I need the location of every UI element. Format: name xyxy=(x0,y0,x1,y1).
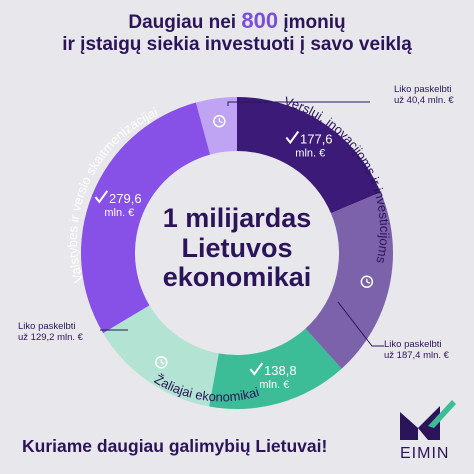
center-line-1: 1 milijardas xyxy=(163,203,312,233)
segment-verslui-value xyxy=(237,97,381,214)
title-number: 800 xyxy=(241,8,279,33)
title-text-post: įmonių xyxy=(278,12,346,33)
remaining-note-valstybes: Liko paskelbti už 40,4 mln. € xyxy=(394,84,454,106)
remaining-note-zaliajai: Liko paskelbti už 129,2 mln. € xyxy=(18,321,83,343)
callout-line-verslui xyxy=(337,301,384,347)
remaining-note-valstybes-line2: už 40,4 mln. € xyxy=(394,95,454,106)
title-line-2: ir įstaigų siekia investuoti į savo veik… xyxy=(62,34,412,55)
check-icon-valstybes xyxy=(94,190,109,204)
value-unit-valstybes: mln. € xyxy=(104,207,134,219)
callout-line-valstybes xyxy=(227,101,370,106)
check-icon-zaliajai xyxy=(249,362,264,376)
page-title: Daugiau nei 800 įmonių ir įstaigų siekia… xyxy=(0,10,474,56)
check-icon-verslui xyxy=(285,130,300,145)
value-label-verslui: 177,6 xyxy=(300,131,333,146)
remaining-note-zaliajai-line2: už 129,2 mln. € xyxy=(18,332,83,343)
footer-slogan: Kuriame daugiau galimybių Lietuvai! xyxy=(22,436,328,456)
callout-lines xyxy=(100,101,384,347)
center-line-3: ekonomikai xyxy=(163,262,312,292)
clock-icon-valstybes xyxy=(213,114,226,128)
center-line-2: Lietuvos xyxy=(181,233,292,263)
clock-icon-verslui xyxy=(360,275,374,289)
clock-icon-zaliajai xyxy=(155,356,168,369)
title-text-pre: Daugiau nei xyxy=(128,12,242,33)
remaining-note-verslui-line1: Liko paskelbti xyxy=(384,339,442,350)
remaining-note-verslui: Liko paskelbti už 187,4 mln. € xyxy=(384,339,449,361)
value-label-zaliajai: 138,8 xyxy=(264,363,297,378)
clock-icons xyxy=(155,114,374,369)
value-unit-verslui: mln. € xyxy=(295,147,325,159)
value-unit-zaliajai: mln. € xyxy=(259,379,289,391)
remaining-note-valstybes-line1: Liko paskelbti xyxy=(394,84,452,95)
segment-zaliajai-value xyxy=(209,328,342,410)
center-label: 1 milijardas Lietuvos ekonomikai xyxy=(163,203,312,292)
remaining-note-zaliajai-line1: Liko paskelbti xyxy=(18,321,76,332)
logo-text: EIMIN xyxy=(400,445,450,462)
segment-valstybes-value xyxy=(81,102,211,334)
segment-zaliajai-remaining xyxy=(103,305,219,407)
remaining-note-verslui-line2: už 187,4 mln. € xyxy=(384,350,449,361)
eimin-logo-icon xyxy=(400,400,456,440)
value-label-valstybes: 279,6 xyxy=(109,191,142,206)
segment-verslui-remaining xyxy=(305,192,394,369)
